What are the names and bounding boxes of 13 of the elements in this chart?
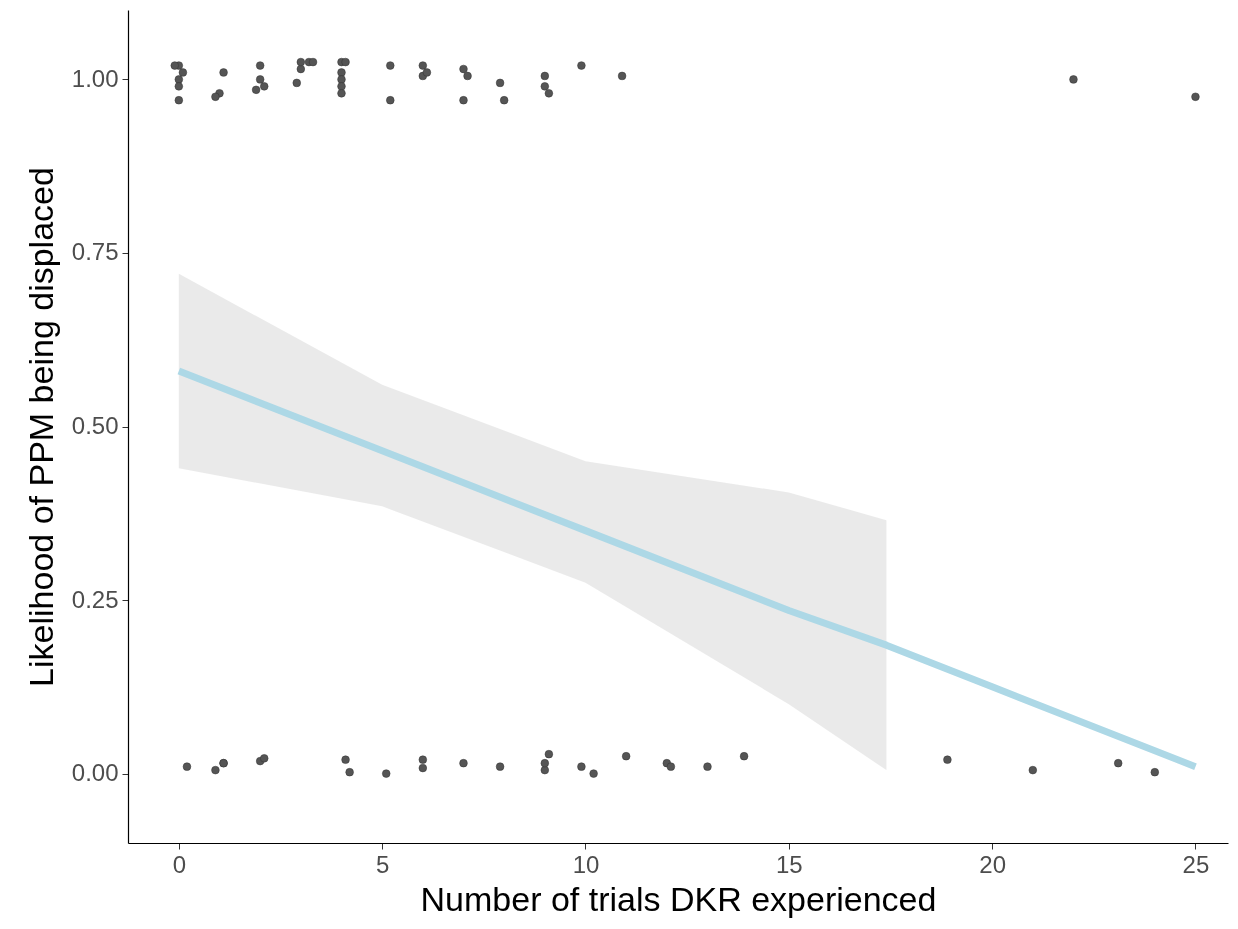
x-tick-label: 20 [979, 850, 1006, 878]
x-axis-title: Number of trials DKR experienced [420, 879, 937, 918]
x-tick-label: 15 [775, 850, 803, 878]
y-axis-title: Likelihood of PPM being displaced [21, 167, 60, 687]
x-tick-label: 0 [172, 850, 187, 878]
y-tick-label: 0.25 [71, 585, 119, 613]
x-tick-label: 5 [375, 850, 390, 878]
y-tick-label: 0.75 [71, 238, 119, 266]
y-tick-label: 0.00 [71, 759, 119, 787]
x-tick-label: 25 [1182, 850, 1210, 878]
x-tick-label: 10 [572, 850, 600, 878]
y-tick-label: 1.00 [71, 64, 119, 92]
y-tick-label: 0.50 [71, 412, 119, 439]
